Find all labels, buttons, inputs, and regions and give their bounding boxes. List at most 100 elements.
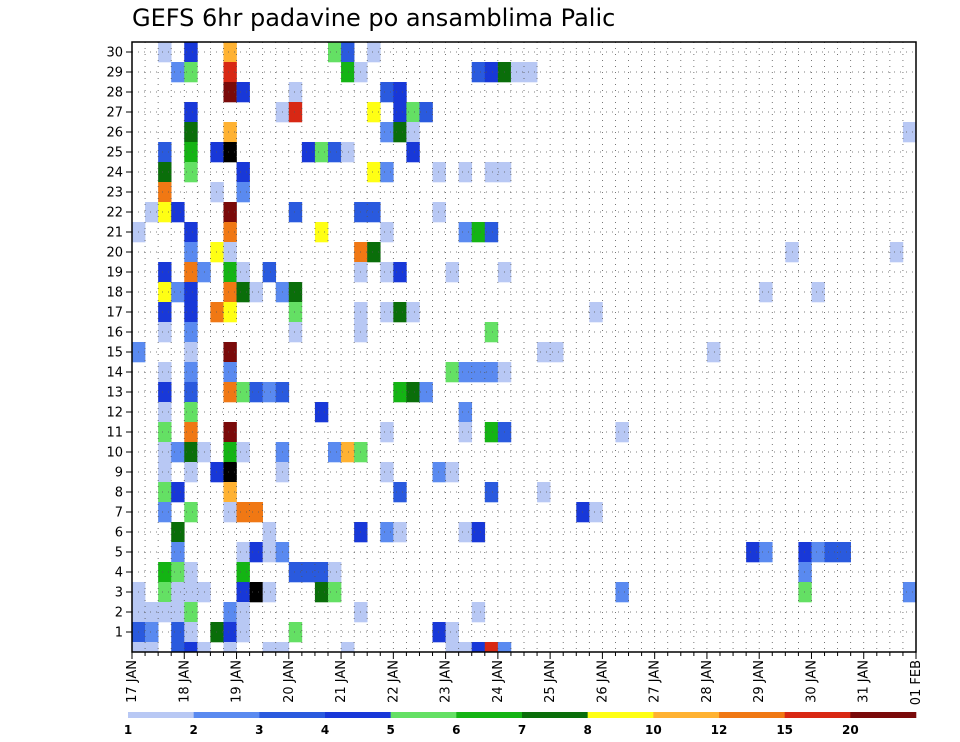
- heatmap-cell: [301, 142, 316, 163]
- heatmap-cell: [184, 102, 198, 123]
- colorbar-label: 4: [321, 723, 329, 737]
- heatmap-cell: [236, 382, 250, 403]
- heatmap-cell: [406, 122, 420, 143]
- heatmap-cell: [223, 282, 237, 303]
- x-tick-label: 20 JAN: [282, 660, 297, 703]
- heatmap-cell: [328, 582, 342, 603]
- y-tick-label: 25: [106, 146, 123, 161]
- y-tick-label: 5: [115, 546, 123, 561]
- heatmap-cell: [223, 642, 237, 653]
- heatmap-cell: [432, 162, 446, 183]
- heatmap-cell: [445, 462, 459, 483]
- heatmap-cell: [288, 322, 303, 343]
- y-tick-label: 11: [106, 426, 123, 441]
- heatmap-cell: [223, 362, 237, 383]
- colorbar-swatch: [259, 712, 326, 718]
- heatmap-cell: [262, 382, 277, 403]
- x-tick-label: 23 JAN: [439, 660, 454, 703]
- heatmap-cell: [406, 102, 420, 123]
- heatmap-cell: [314, 142, 329, 163]
- heatmap-cell: [458, 402, 473, 423]
- heatmap-cell: [210, 622, 224, 643]
- y-tick-label: 2: [115, 606, 123, 621]
- heatmap-cell: [236, 182, 250, 203]
- heatmap-cell: [798, 582, 812, 603]
- heatmap-cell: [484, 222, 499, 243]
- heatmap-cell: [171, 582, 185, 603]
- heatmap-cell: [288, 202, 303, 223]
- heatmap-cell: [197, 642, 211, 653]
- colorbar-swatch: [653, 712, 720, 718]
- y-tick-label: 19: [106, 266, 123, 281]
- heatmap-cell: [510, 62, 525, 83]
- heatmap-cell: [471, 222, 486, 243]
- colorbar-label: 10: [645, 723, 662, 737]
- heatmap-cell: [158, 462, 172, 483]
- heatmap-cell: [837, 542, 851, 563]
- heatmap-cell: [184, 62, 198, 83]
- y-tick-label: 14: [106, 366, 123, 381]
- heatmap-cell: [223, 122, 237, 143]
- heatmap-cell: [393, 262, 407, 283]
- heatmap-cell: [184, 582, 198, 603]
- colorbar-swatch: [522, 712, 588, 718]
- heatmap-cell: [380, 302, 394, 323]
- y-axis: 1234567891011121314151617181920212223242…: [106, 46, 132, 641]
- heatmap-cell: [223, 82, 237, 103]
- heatmap-cell: [145, 622, 159, 643]
- x-tick-label: 01 FEB: [909, 660, 924, 705]
- heatmap-cell: [171, 642, 185, 653]
- colorbar-label: 6: [452, 723, 460, 737]
- heatmap-cell: [223, 622, 237, 643]
- heatmap-cell: [184, 242, 198, 263]
- heatmap-cell: [393, 382, 407, 403]
- x-tick-label: 21 JAN: [334, 660, 349, 703]
- heatmap-cell: [171, 282, 185, 303]
- heatmap-cell: [236, 282, 250, 303]
- heatmap-cell: [380, 522, 394, 543]
- heatmap-cell: [458, 362, 473, 383]
- heatmap-cell: [236, 162, 250, 183]
- heatmap-cell: [210, 142, 224, 163]
- heatmap-cell: [184, 462, 198, 483]
- colorbar-swatch: [784, 712, 851, 718]
- heatmap-cell: [210, 462, 224, 483]
- heatmap-cell: [471, 62, 486, 83]
- x-tick-label: 27 JAN: [648, 660, 663, 703]
- heatmap-cell: [393, 522, 407, 543]
- heatmap-cell: [158, 402, 172, 423]
- heatmap-cell: [158, 442, 172, 463]
- heatmap-cell: [145, 202, 159, 223]
- heatmap-cell: [184, 282, 198, 303]
- y-tick-label: 4: [115, 566, 123, 581]
- heatmap-cell: [184, 502, 198, 523]
- heatmap-cell: [262, 542, 277, 563]
- x-tick-label: 24 JAN: [491, 660, 506, 703]
- y-tick-label: 23: [106, 186, 123, 201]
- y-tick-label: 20: [106, 246, 123, 261]
- heatmap-cell: [432, 202, 446, 223]
- colorbar-swatch: [587, 712, 654, 718]
- heatmap-cell: [615, 582, 629, 603]
- heatmap-cell: [314, 222, 329, 243]
- heatmap-cell: [132, 642, 146, 653]
- y-tick-label: 28: [106, 86, 123, 101]
- heatmap-cell: [236, 542, 250, 563]
- heatmap-cell: [223, 462, 237, 483]
- heatmap-cell: [223, 262, 237, 283]
- heatmap-cell: [184, 442, 198, 463]
- heatmap-cell: [484, 482, 499, 503]
- heatmap-cell: [328, 42, 342, 63]
- heatmap-cell: [249, 502, 263, 523]
- heatmap-cell: [223, 342, 237, 363]
- x-tick-label: 26 JAN: [595, 660, 610, 703]
- heatmap-cell: [445, 362, 459, 383]
- y-tick-label: 7: [115, 506, 123, 521]
- colorbar-legend: 1 2 3 4 5 6 7 8 10 12 15 20: [124, 712, 917, 737]
- heatmap-cell: [262, 522, 277, 543]
- heatmap-cell: [158, 502, 172, 523]
- chart-title: GEFS 6hr padavine po ansamblima Palic: [132, 4, 615, 32]
- heatmap-cell: [889, 242, 904, 263]
- heatmap-cell: [184, 342, 198, 363]
- heatmap-cell: [171, 522, 185, 543]
